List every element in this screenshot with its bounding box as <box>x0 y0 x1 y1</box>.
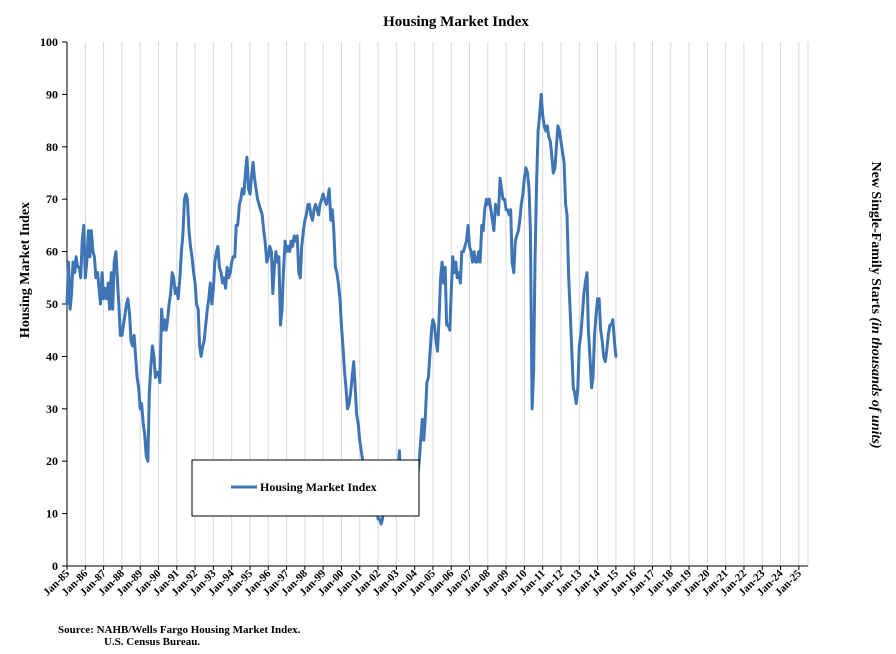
y-tick-label: 60 <box>46 245 58 259</box>
y-tick-label: 70 <box>46 192 58 206</box>
y-ticks: 0 10 20 30 40 50 60 70 80 90 100 <box>40 35 67 573</box>
secondary-y-axis-label: New Single-Family Starts (in thousands o… <box>868 161 883 448</box>
secondary-y-axis-label-main: New Single-Family Starts <box>868 161 883 317</box>
series-line-housing-market-index <box>65 92 618 526</box>
y-tick-label: 80 <box>46 140 58 154</box>
series-group <box>65 92 618 526</box>
source-line-2: U.S. Census Bureau. <box>104 636 200 648</box>
grid <box>66 42 809 566</box>
chart-title: Housing Market Index <box>383 14 529 30</box>
y-tick-label: 90 <box>46 87 58 101</box>
y-tick-label: 100 <box>40 35 58 49</box>
x-ticks: Jan-85Jan-86Jan-87Jan-88Jan-89Jan-90Jan-… <box>41 566 804 599</box>
y-tick-label: 20 <box>46 454 58 468</box>
y-tick-label: 30 <box>46 402 58 416</box>
source-line-1: Source: NAHB/Wells Fargo Housing Market … <box>58 624 301 636</box>
y-axis-label: Housing Market Index <box>18 202 33 338</box>
secondary-y-axis-label-units: (in thousands of units) <box>868 317 883 448</box>
legend: Housing Market Index <box>191 459 420 517</box>
y-tick-label: 0 <box>52 559 58 573</box>
legend-label: Housing Market Index <box>260 480 377 494</box>
legend-box <box>191 459 420 517</box>
y-tick-label: 40 <box>46 349 58 363</box>
y-tick-label: 10 <box>46 507 58 521</box>
y-tick-label: 50 <box>46 297 58 311</box>
